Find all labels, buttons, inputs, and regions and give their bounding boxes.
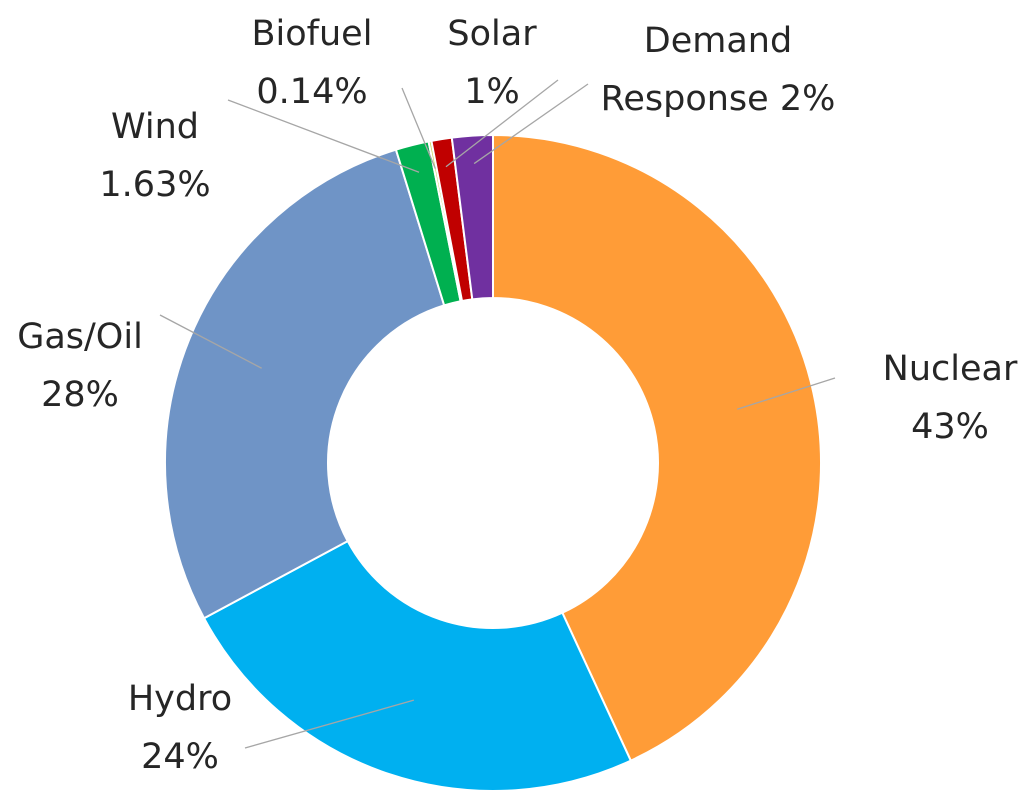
data-label: Biofuel 0.14% (237, 5, 387, 121)
category-name: Hydro (127, 679, 233, 719)
category-name: Demand Response (600, 21, 793, 119)
category-name: Biofuel (251, 14, 373, 54)
value-label: 43% (911, 407, 989, 447)
leader-line (244, 699, 415, 749)
value-label: 24% (141, 737, 219, 777)
donut-slice (450, 133, 494, 301)
leader-line (473, 83, 589, 165)
data-label: Hydro 24% (105, 670, 255, 786)
data-label: Nuclear 43% (875, 340, 1025, 456)
category-name: Nuclear (882, 349, 1018, 389)
leader-line (445, 79, 559, 168)
donut-slice (492, 133, 822, 762)
leader-line (227, 99, 420, 173)
donut-slice (164, 148, 446, 620)
leader-line (736, 377, 836, 410)
data-label: Solar 1% (442, 5, 542, 121)
value-label: 28% (41, 375, 119, 415)
value-label: 0.14% (256, 72, 368, 112)
category-name: Gas/Oil (17, 317, 143, 357)
leader-line (401, 87, 436, 169)
data-label: Demand Response 2% (583, 12, 853, 128)
data-label: Gas/Oil 28% (5, 308, 155, 424)
value-label: 2% (779, 79, 836, 119)
value-label: 1% (464, 72, 520, 112)
category-name: Wind (111, 107, 199, 147)
category-name: Solar (447, 14, 537, 54)
leader-line (159, 314, 262, 369)
value-label: 1.63% (99, 165, 211, 205)
data-label: Wind 1.63% (80, 98, 230, 214)
